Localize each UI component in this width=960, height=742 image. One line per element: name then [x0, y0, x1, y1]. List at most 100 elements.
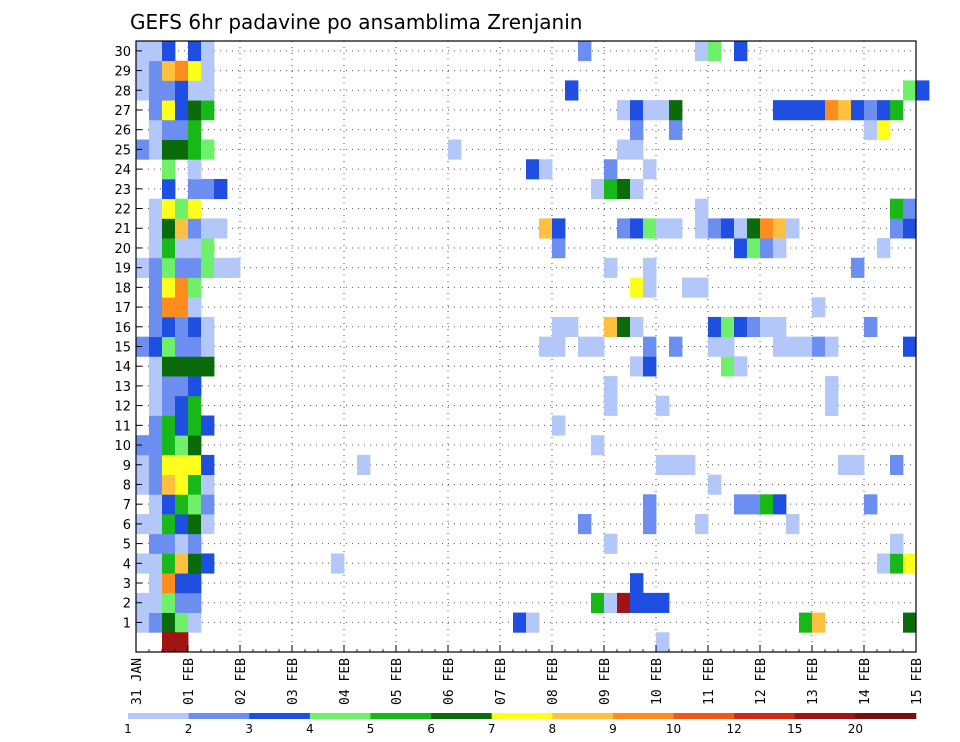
y-tick-label: 24	[114, 163, 131, 178]
heatmap-cell	[136, 336, 150, 357]
heatmap-cell	[188, 336, 202, 357]
heatmap-cell	[903, 218, 917, 239]
heatmap-cell	[162, 41, 176, 62]
legend-label: 15	[787, 722, 802, 736]
y-tick-label: 29	[114, 65, 131, 80]
heatmap-cell	[149, 415, 163, 436]
heatmap-cell	[188, 41, 202, 62]
y-tick-label: 16	[114, 321, 131, 336]
heatmap-cell	[162, 592, 176, 613]
y-axis: 1234567891011121314151617181920212223242…	[114, 45, 142, 631]
y-tick-label: 17	[114, 301, 131, 316]
heatmap-cell	[851, 454, 865, 476]
heatmap-cell	[643, 257, 657, 278]
heatmap-cell	[539, 218, 553, 239]
heatmap-cell	[578, 336, 592, 357]
heatmap-cell	[188, 494, 202, 515]
legend-swatch	[673, 713, 735, 719]
heatmap-cell	[136, 553, 150, 574]
heatmap-cell	[773, 218, 787, 239]
heatmap-cell	[188, 297, 202, 318]
heatmap-cell	[630, 178, 644, 200]
grid-lines	[136, 41, 916, 652]
heatmap-cell	[890, 454, 904, 476]
heatmap-cell	[721, 336, 735, 357]
heatmap-cell	[656, 218, 670, 239]
x-tick-label: 02 FEB	[234, 658, 249, 705]
heatmap-cell	[188, 356, 202, 377]
heatmap-cell	[890, 198, 904, 219]
y-tick-label: 11	[114, 419, 131, 434]
heatmap-cell	[747, 494, 761, 515]
heatmap-cell	[864, 100, 878, 121]
heatmap-cell	[162, 218, 176, 239]
data-cells	[136, 41, 930, 653]
heatmap-cell	[188, 415, 202, 436]
heatmap-cell	[175, 553, 189, 574]
legend-swatch	[612, 713, 674, 719]
heatmap-cell	[149, 356, 163, 377]
heatmap-cell	[136, 454, 150, 476]
legend-label: 20	[848, 722, 863, 736]
heatmap-cell	[201, 454, 215, 476]
y-tick-label: 25	[114, 143, 131, 158]
heatmap-cell	[877, 553, 891, 574]
heatmap-cell	[604, 395, 618, 416]
x-tick-label: 12 FEB	[754, 658, 769, 705]
heatmap-cell	[734, 238, 748, 259]
heatmap-cell	[201, 178, 215, 200]
heatmap-cell	[136, 514, 150, 535]
heatmap-cell	[175, 474, 189, 495]
heatmap-cell	[864, 119, 878, 140]
heatmap-cell	[162, 139, 176, 160]
y-tick-label: 15	[114, 341, 131, 356]
heatmap-cell	[201, 257, 215, 278]
heatmap-cell	[162, 336, 176, 357]
heatmap-cell	[175, 573, 189, 594]
heatmap-cell	[188, 612, 202, 633]
heatmap-cell	[565, 80, 579, 101]
y-tick-label: 9	[123, 459, 131, 474]
legend-label: 5	[367, 722, 375, 736]
heatmap-cell	[188, 553, 202, 574]
x-tick-label: 05 FEB	[390, 658, 405, 705]
heatmap-cell	[136, 474, 150, 495]
heatmap-cell	[799, 336, 813, 357]
heatmap-cell	[565, 316, 579, 338]
heatmap-cell	[656, 592, 670, 613]
legend-swatch	[552, 713, 614, 719]
heatmap-cell	[786, 514, 800, 535]
heatmap-cell	[175, 238, 189, 259]
legend-swatch	[855, 713, 917, 719]
heatmap-cell	[526, 612, 540, 633]
heatmap-cell	[162, 632, 176, 653]
heatmap-cell	[175, 494, 189, 515]
heatmap-cell	[136, 612, 150, 633]
heatmap-cell	[825, 336, 839, 357]
heatmap-cell	[903, 553, 917, 574]
heatmap-cell	[175, 612, 189, 633]
heatmap-cell	[201, 316, 215, 338]
heatmap-cell	[578, 514, 592, 535]
heatmap-cell	[201, 139, 215, 160]
legend-label: 6	[427, 722, 435, 736]
heatmap-cell	[201, 41, 215, 62]
heatmap-cell	[136, 139, 150, 160]
heatmap-cell	[149, 474, 163, 495]
heatmap-cell	[812, 336, 826, 357]
heatmap-cell	[136, 80, 150, 101]
heatmap-cell	[591, 592, 605, 613]
heatmap-cell	[162, 159, 176, 180]
heatmap-cell	[526, 159, 540, 180]
y-tick-label: 22	[114, 203, 131, 218]
heatmap-cell	[903, 198, 917, 219]
heatmap-cell	[851, 257, 865, 278]
heatmap-cell	[669, 100, 683, 121]
y-tick-label: 13	[114, 380, 131, 395]
heatmap-cell	[149, 100, 163, 121]
heatmap-cell	[175, 119, 189, 140]
heatmap-cell	[201, 100, 215, 121]
heatmap-cell	[760, 316, 774, 338]
y-tick-label: 20	[114, 242, 131, 257]
